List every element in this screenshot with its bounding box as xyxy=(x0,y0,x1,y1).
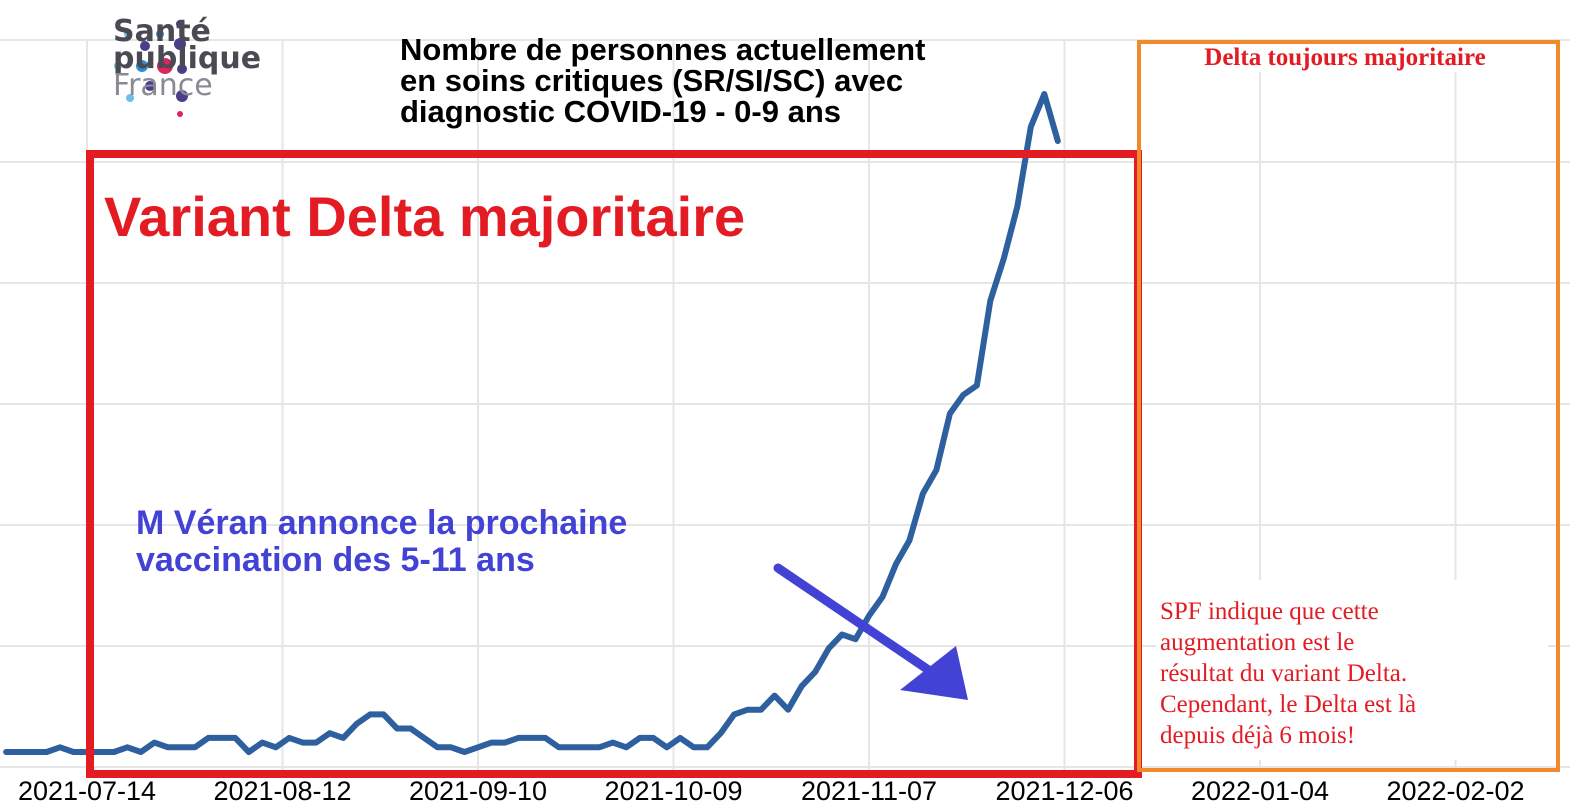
logo xyxy=(100,14,390,124)
logo-line-2: publique xyxy=(113,41,262,76)
delta-main-label: Variant Delta majoritaire xyxy=(104,185,746,248)
logo-dots-icon xyxy=(114,20,188,117)
x-tick-label: 2022-02-02 xyxy=(1386,776,1524,806)
x-tick-label: 2021-11-07 xyxy=(801,776,937,806)
veran-annotation: M Véran annonce la prochaine vaccination… xyxy=(136,505,627,579)
annotation-arrow xyxy=(773,563,968,700)
spf-line-5: depuis déjà 6 mois! xyxy=(1160,722,1356,749)
chart-title: Nombre de personnes actuellement en soin… xyxy=(400,34,1130,127)
logo-line-1: Santé xyxy=(113,14,211,49)
title-line-3: diagnostic COVID-19 - 0-9 ans xyxy=(400,94,841,129)
spf-line-4: Cependant, le Delta est là xyxy=(1160,691,1417,718)
veran-line-1: M Véran annonce la prochaine xyxy=(136,504,628,542)
x-tick-label: 2021-09-10 xyxy=(409,776,547,806)
x-axis-ticks: 2021-07-14 2021-08-12 2021-09-10 2021-10-09… xyxy=(18,776,1525,806)
x-tick-label: 2021-07-14 xyxy=(18,776,156,806)
spf-line-3: résultat du variant Delta. xyxy=(1160,660,1408,687)
logo-text: Santé publique France xyxy=(113,14,262,103)
delta-top-label: Delta toujours majoritaire xyxy=(1143,44,1547,72)
logo-line-3: France xyxy=(113,68,213,103)
spf-note: SPF indique que cette augmentation est l… xyxy=(1160,596,1550,751)
x-tick-label: 2022-01-04 xyxy=(1191,776,1329,806)
spf-line-1: SPF indique que cette xyxy=(1160,598,1379,625)
x-tick-label: 2021-08-12 xyxy=(213,776,351,806)
title-line-1: Nombre de personnes actuellement xyxy=(400,32,926,67)
veran-line-2: vaccination des 5-11 ans xyxy=(136,541,535,579)
spf-note-background xyxy=(1156,580,1548,760)
delta-still-box xyxy=(1137,40,1560,772)
spf-line-2: augmentation est le xyxy=(1160,629,1355,656)
x-tick-label: 2021-10-09 xyxy=(604,776,742,806)
title-line-2: en soins critiques (SR/SI/SC) avec xyxy=(400,63,904,98)
x-tick-label: 2021-12-06 xyxy=(995,776,1133,806)
series-line xyxy=(3,91,1061,755)
